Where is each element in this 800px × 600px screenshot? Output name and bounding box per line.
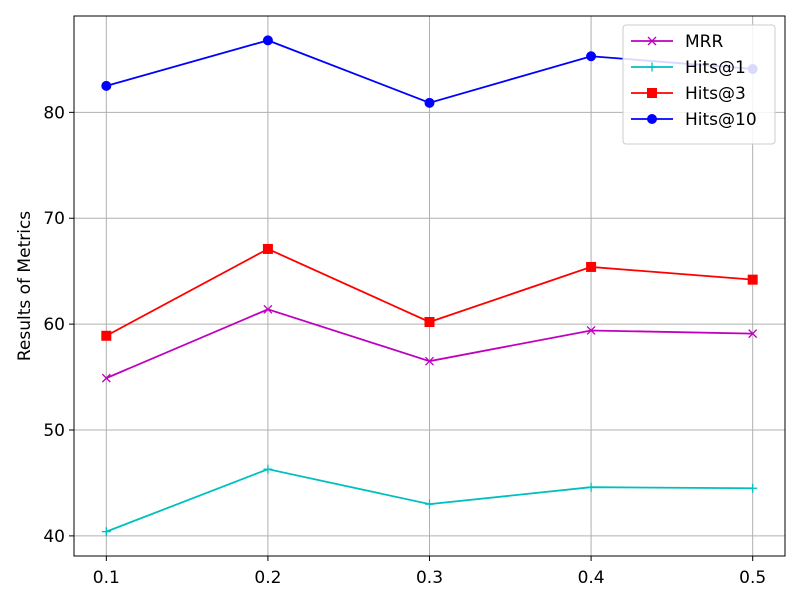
data-point-hits-1: [101, 527, 111, 537]
legend-item-hits-10: Hits@10: [631, 110, 757, 130]
data-point-hits-1: [748, 483, 758, 493]
y-tick-label: 50: [43, 421, 65, 441]
marker-stroke: [263, 304, 273, 314]
legend-marker: [647, 36, 657, 46]
x-tick-label: 0.3: [416, 568, 443, 588]
data-point-hits-10: [262, 35, 273, 46]
data-point-hits-10: [424, 97, 435, 108]
legend-box: [622, 24, 776, 145]
data-point-mrr: [263, 304, 273, 314]
legend-item-mrr: MRR: [631, 32, 723, 52]
series-mrr: [101, 304, 758, 383]
data-point-hits-10: [101, 80, 112, 91]
data-point-hits-1: [263, 464, 273, 474]
x-tick-label: 0.5: [739, 568, 766, 588]
marker-stroke: [748, 329, 758, 339]
series-hits-3: [101, 243, 758, 341]
x-tick-label: 0.1: [93, 568, 120, 588]
data-point-hits-1: [586, 482, 596, 492]
y-axis-label: Results of Metrics: [15, 211, 35, 361]
legend: MRR Hits@1 Hits@3 Hits@10: [622, 24, 776, 145]
y-tick-label: 40: [43, 527, 65, 547]
data-point-mrr: [425, 356, 434, 366]
series-hits-1: [101, 464, 758, 537]
legend-label: Hits@1: [685, 58, 746, 78]
legend-marker: [647, 62, 657, 72]
y-tick-label: 60: [43, 315, 65, 335]
data-point-hits-3: [424, 317, 435, 327]
x-tick-label: 0.2: [254, 568, 281, 588]
data-point-hits-10: [586, 51, 597, 62]
ticks: 0.1 0.2 0.3 0.4 0.5 40 50 60 70 80: [43, 103, 766, 588]
data-point-hits-3: [262, 243, 273, 254]
data-point-mrr: [101, 373, 111, 383]
legend-label: MRR: [685, 32, 723, 52]
legend-item-hits-3: Hits@3: [631, 84, 746, 104]
marker-stroke: [647, 36, 657, 46]
data-point-hits-1: [425, 499, 434, 509]
legend-item-hits-1: Hits@1: [631, 58, 746, 78]
marker-stroke: [101, 373, 111, 383]
legend-label: Hits@10: [685, 110, 757, 130]
y-tick-label: 70: [43, 209, 65, 229]
legend-label: Hits@3: [685, 84, 746, 104]
legend-marker: [647, 88, 657, 98]
legend-marker: [647, 114, 657, 124]
x-tick-label: 0.4: [578, 568, 605, 588]
marker-stroke: [425, 356, 434, 366]
data-point-hits-3: [747, 274, 758, 285]
data-point-hits-3: [586, 261, 597, 272]
data-point-hits-3: [101, 330, 112, 341]
data-point-mrr: [748, 329, 758, 339]
y-tick-label: 80: [43, 103, 65, 123]
marker-stroke: [586, 326, 596, 335]
data-point-mrr: [586, 326, 596, 335]
